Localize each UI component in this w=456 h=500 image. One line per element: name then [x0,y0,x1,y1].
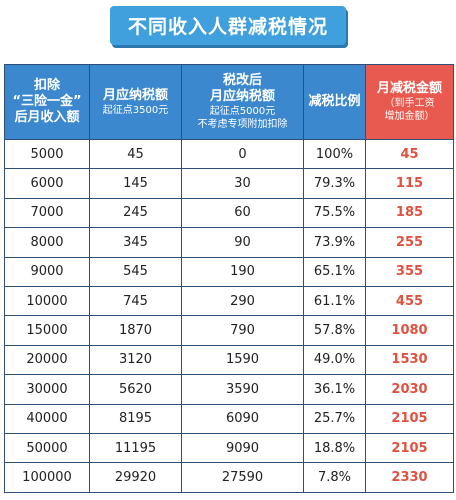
ratio-cell: 65.1% [303,256,366,287]
new-tax-cell: 3590 [181,374,304,405]
header-income: 扣除 “三险一金” 后月收入额 [4,64,90,140]
header-reduction-amount: 月减税金额 （到手工资 增加金额） [365,64,454,140]
table-row: 7000 245 60 75.5% 185 [4,197,454,229]
new-tax-cell: 1590 [181,344,304,376]
header-new-tax: 税改后 月应纳税额 起征点5000元 不考虑专项附加扣除 [181,64,304,140]
ratio-cell: 100% [303,138,366,170]
income-cell: 50000 [4,432,90,464]
income-cell: 7000 [4,197,90,229]
income-cell: 10000 [4,285,90,317]
reduction-cell: 2330 [365,462,454,493]
income-cell: 100000 [4,462,90,493]
new-tax-cell: 90 [181,227,304,258]
table-row: 100000 29920 27590 7.8% 2330 [4,462,454,493]
ratio-cell: 75.5% [303,197,366,229]
new-tax-cell: 27590 [181,462,304,493]
reduction-cell: 115 [365,168,454,199]
ratio-cell: 7.8% [303,462,366,493]
old-tax-cell: 3120 [89,344,182,376]
new-tax-cell: 190 [181,256,304,287]
new-tax-cell: 790 [181,315,304,346]
reduction-cell: 2030 [365,374,454,405]
old-tax-cell: 545 [89,256,182,287]
table-row: 9000 545 190 65.1% 355 [4,256,454,287]
header-row: 扣除 “三险一金” 后月收入额 月应纳税额 起征点3500元 税改后 月应纳税额… [4,64,454,140]
reduction-cell: 255 [365,227,454,258]
income-cell: 30000 [4,374,90,405]
ratio-cell: 57.8% [303,315,366,346]
old-tax-cell: 45 [89,138,182,170]
old-tax-cell: 8195 [89,403,182,434]
tax-table: 扣除 “三险一金” 后月收入额 月应纳税额 起征点3500元 税改后 月应纳税额… [4,64,454,493]
new-tax-cell: 6090 [181,403,304,434]
reduction-cell: 1530 [365,344,454,376]
new-tax-cell: 0 [181,138,304,170]
old-tax-cell: 245 [89,197,182,229]
table-row: 50000 11195 9090 18.8% 2105 [4,432,454,464]
ratio-cell: 73.9% [303,227,366,258]
table-row: 6000 145 30 79.3% 115 [4,168,454,199]
income-cell: 9000 [4,256,90,287]
table-row: 30000 5620 3590 36.1% 2030 [4,374,454,405]
table-row: 8000 345 90 73.9% 255 [4,227,454,258]
new-tax-cell: 30 [181,168,304,199]
ratio-cell: 61.1% [303,285,366,317]
ratio-cell: 25.7% [303,403,366,434]
old-tax-cell: 345 [89,227,182,258]
old-tax-cell: 145 [89,168,182,199]
reduction-cell: 1080 [365,315,454,346]
header-reduction-ratio: 减税比例 [303,64,366,140]
income-cell: 5000 [4,138,90,170]
reduction-cell: 355 [365,256,454,287]
income-cell: 8000 [4,227,90,258]
reduction-cell: 45 [365,138,454,170]
table-row: 5000 45 0 100% 45 [4,138,454,170]
reduction-cell: 455 [365,285,454,317]
new-tax-cell: 9090 [181,432,304,464]
ratio-cell: 49.0% [303,344,366,376]
old-tax-cell: 1870 [89,315,182,346]
new-tax-cell: 60 [181,197,304,229]
title-bar: 不同收入人群减税情况 [0,0,456,50]
reduction-cell: 2105 [365,403,454,434]
table-body: 5000 45 0 100% 45 6000 145 30 79.3% 115 7000 245 60 7… [4,138,454,493]
ratio-cell: 79.3% [303,168,366,199]
income-cell: 20000 [4,344,90,376]
table-row: 40000 8195 6090 25.7% 2105 [4,403,454,434]
table-row: 10000 745 290 61.1% 455 [4,285,454,317]
table-row: 20000 3120 1590 49.0% 1530 [4,344,454,376]
income-cell: 40000 [4,403,90,434]
old-tax-cell: 745 [89,285,182,317]
income-cell: 15000 [4,315,90,346]
table-row: 15000 1870 790 57.8% 1080 [4,315,454,346]
reduction-cell: 2105 [365,432,454,464]
new-tax-cell: 290 [181,285,304,317]
ratio-cell: 18.8% [303,432,366,464]
old-tax-cell: 5620 [89,374,182,405]
old-tax-cell: 29920 [89,462,182,493]
old-tax-cell: 11195 [89,432,182,464]
reduction-cell: 185 [365,197,454,229]
header-old-tax: 月应纳税额 起征点3500元 [89,64,182,140]
page-title: 不同收入人群减税情况 [109,5,346,45]
ratio-cell: 36.1% [303,374,366,405]
income-cell: 6000 [4,168,90,199]
